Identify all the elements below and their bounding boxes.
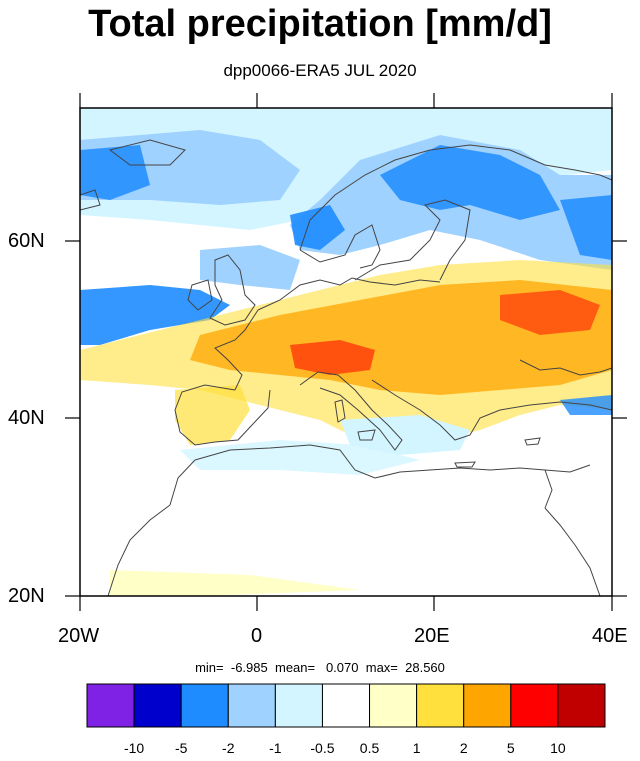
alps-anomaly <box>290 340 375 375</box>
sinai-coast <box>544 469 553 509</box>
uk-atlantic-wet-band <box>80 285 230 345</box>
cyprus-coast <box>524 437 541 446</box>
colorbar-label: 0.5 <box>359 740 380 756</box>
lon-label-0: 0 <box>251 625 263 647</box>
colorbar-box <box>86 683 135 728</box>
colorbar-box <box>463 683 512 728</box>
sardinia-coast <box>334 399 346 423</box>
colorbar-box <box>510 683 559 728</box>
red-sea-coast <box>544 507 601 596</box>
colorbar-box <box>557 683 606 728</box>
mean-label: mean= <box>274 660 316 675</box>
iberia-coast <box>174 384 271 446</box>
colorbar-label: 2 <box>459 740 468 756</box>
france-coast <box>214 309 259 391</box>
colorbar-label: -1 <box>269 740 282 756</box>
greenland-coast-wet <box>80 145 150 200</box>
continental-coast <box>257 277 441 311</box>
precipitation-field <box>80 108 612 596</box>
colorbar-label: 1 <box>412 740 421 756</box>
iceland-coast <box>108 139 186 166</box>
russia-east-wet <box>560 195 612 260</box>
scandinavia-coast <box>299 144 612 251</box>
lon-label-20e: 20E <box>414 625 450 647</box>
colorbar-label: -2 <box>222 740 235 756</box>
mediterranean-patch <box>340 415 470 455</box>
colorbar-label: 10 <box>550 740 566 756</box>
iberia-dry <box>175 385 250 445</box>
colorbar-label: -0.5 <box>310 740 335 756</box>
uk-coast <box>209 254 256 326</box>
greenland-coast <box>80 189 101 211</box>
colorbar-label: -5 <box>174 740 188 756</box>
colorbar-label: -10 <box>123 740 145 756</box>
plot-subtitle: dpp0066-ERA5 JUL 2020 <box>223 61 417 80</box>
italy-coast <box>299 371 403 451</box>
lon-label-20w: 20W <box>58 625 100 647</box>
lat-label-40n: 40N <box>8 407 45 429</box>
max-label: max= <box>365 660 398 675</box>
north-africa-coast <box>194 444 591 479</box>
lat-ticks <box>65 240 627 597</box>
west-africa-coast <box>107 459 196 596</box>
plot-frame <box>79 107 613 597</box>
stats-line: min= -6.985 mean= 0.070 max= 28.560 <box>0 660 640 676</box>
black-sea-coast <box>519 359 612 376</box>
colorbar-label: 5 <box>506 740 515 756</box>
min-value: -6.985 <box>230 660 268 675</box>
ireland-coast <box>187 279 213 311</box>
coastlines <box>80 139 612 596</box>
balkan-coast <box>371 379 612 441</box>
colorbar-box <box>416 683 465 728</box>
lat-label-20n: 20N <box>8 585 45 607</box>
scandinavia-very-wet <box>380 145 560 220</box>
sicily-coast <box>357 429 376 441</box>
sahara-dry-speckle <box>110 570 360 596</box>
colorbar-box <box>180 683 229 728</box>
eastern-europe-anomaly <box>500 290 600 335</box>
colorbar-box <box>227 683 276 728</box>
crete-coast <box>454 461 476 468</box>
lon-label-40e: 40E <box>592 625 628 647</box>
lon-ticks <box>79 93 613 611</box>
colorbar-box <box>369 683 418 728</box>
plot-title: Total precipitation [mm/d] <box>88 3 552 45</box>
north-africa-patch <box>180 440 420 475</box>
mean-value: 0.070 <box>325 660 359 675</box>
min-label: min= <box>195 660 224 675</box>
colorbar-box <box>321 683 371 728</box>
max-value: 28.560 <box>405 660 445 675</box>
colorbar-box <box>274 683 323 728</box>
colorbar-box <box>133 683 182 728</box>
lat-label-60n: 60N <box>8 230 45 252</box>
norway-south-coast <box>299 224 381 269</box>
baltic-coast <box>354 199 471 281</box>
